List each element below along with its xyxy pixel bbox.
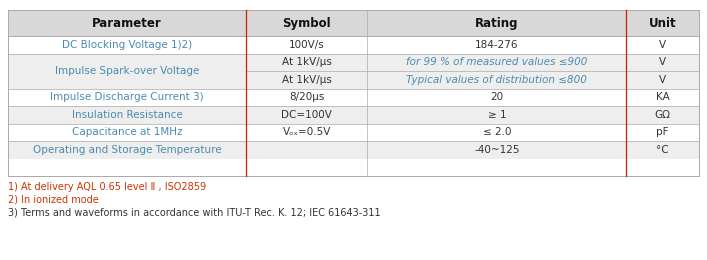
Text: DC=100V: DC=100V [281,110,332,120]
Text: 8/20μs: 8/20μs [289,92,325,102]
Text: pF: pF [657,127,669,137]
Text: ≥ 1: ≥ 1 [488,110,506,120]
Bar [8,88,699,106]
Bar [8,124,699,141]
Bar [8,10,699,36]
Bar [8,36,699,54]
Text: GΩ: GΩ [655,110,671,120]
Text: Impulse Spark-over Voltage: Impulse Spark-over Voltage [55,66,199,76]
Bar [8,54,699,71]
Text: 184-276: 184-276 [475,40,519,50]
Text: Impulse Discharge Current 3): Impulse Discharge Current 3) [50,92,204,102]
Text: V: V [659,40,666,50]
Text: Insulation Resistance: Insulation Resistance [72,110,182,120]
Text: Rating: Rating [475,16,519,29]
Bar [8,141,699,159]
Text: Typical values of distribution ≤800: Typical values of distribution ≤800 [407,75,588,85]
Text: °C: °C [656,145,669,155]
Bar [8,106,699,124]
Text: Vₒₓ=0.5V: Vₒₓ=0.5V [283,127,331,137]
Text: Symbol: Symbol [283,16,331,29]
Text: 1) At delivery AQL 0.65 level Ⅱ , ISO2859: 1) At delivery AQL 0.65 level Ⅱ , ISO285… [8,181,206,192]
Bar [8,71,699,88]
Text: 3) Terms and waveforms in accordance with ITU-T Rec. K. 12; IEC 61643-311: 3) Terms and waveforms in accordance wit… [8,207,380,218]
Text: At 1kV/μs: At 1kV/μs [282,75,332,85]
Text: 20: 20 [491,92,503,102]
Text: Capacitance at 1MHz: Capacitance at 1MHz [72,127,182,137]
Text: DC Blocking Voltage 1)2): DC Blocking Voltage 1)2) [62,40,192,50]
Text: 2) In ionized mode: 2) In ionized mode [8,194,99,205]
Text: V: V [659,75,666,85]
Text: for 99 % of measured values ≤900: for 99 % of measured values ≤900 [407,57,588,67]
Text: Operating and Storage Temperature: Operating and Storage Temperature [33,145,221,155]
Text: Parameter: Parameter [93,16,162,29]
Text: ≤ 2.0: ≤ 2.0 [483,127,511,137]
Text: At 1kV/μs: At 1kV/μs [282,57,332,67]
Text: Unit: Unit [649,16,677,29]
Text: 100V/s: 100V/s [289,40,325,50]
Text: V: V [659,57,666,67]
Text: -40~125: -40~125 [474,145,520,155]
Text: KA: KA [656,92,670,102]
